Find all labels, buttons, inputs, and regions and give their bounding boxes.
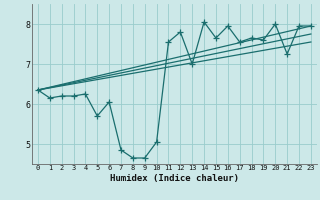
X-axis label: Humidex (Indice chaleur): Humidex (Indice chaleur) bbox=[110, 174, 239, 183]
